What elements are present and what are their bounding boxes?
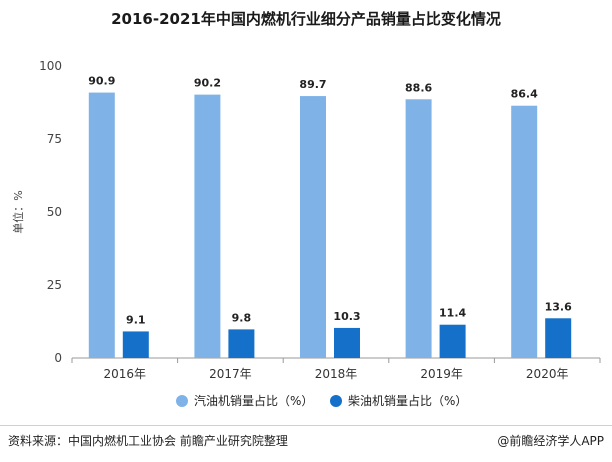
legend-label: 汽油机销量占比（%）	[194, 393, 313, 408]
bar-diesel	[545, 318, 572, 358]
x-tick-label: 2019年	[420, 367, 463, 381]
data-label-diesel: 11.4	[439, 307, 466, 320]
x-tick-label: 2018年	[315, 367, 358, 381]
bar-gasoline	[88, 92, 115, 359]
data-label-diesel: 10.3	[333, 310, 360, 323]
x-tick-label: 2017年	[209, 367, 252, 381]
brand-credit: @前瞻经济学人APP	[497, 434, 604, 448]
data-label-gasoline: 86.4	[511, 88, 538, 101]
bar-diesel	[334, 327, 360, 358]
y-tick-label: 25	[47, 278, 62, 292]
data-label-gasoline: 90.9	[88, 75, 115, 88]
y-tick-label: 0	[54, 351, 62, 365]
source-note: 资料来源：中国内燃机工业协会 前瞻产业研究院整理	[8, 434, 288, 448]
bar-diesel	[439, 324, 466, 358]
data-label-diesel: 9.1	[126, 313, 146, 326]
chart-title: 2016-2021年中国内燃机行业细分产品销量占比变化情况	[111, 10, 501, 28]
bar-gasoline	[194, 94, 221, 358]
footer-divider	[0, 425, 612, 426]
y-tick-label: 50	[47, 205, 62, 219]
data-label-diesel: 13.6	[545, 300, 572, 313]
legend-marker	[176, 395, 188, 407]
data-label-gasoline: 89.7	[299, 78, 326, 91]
y-tick-label: 100	[39, 59, 62, 73]
legend-marker	[330, 395, 342, 407]
bar-chart: 单位：% 0 25 50 75 100 2016年 90.9 9.1 2017年 90.2 9.8 20…	[11, 59, 601, 408]
bar-gasoline	[300, 96, 326, 359]
legend-label: 柴油机销量占比（%）	[348, 393, 467, 408]
data-label-gasoline: 88.6	[405, 81, 432, 94]
bar-gasoline	[511, 105, 538, 358]
x-tick-label: 2020年	[526, 367, 569, 381]
data-label-gasoline: 90.2	[194, 77, 221, 90]
x-tick-label: 2016年	[104, 367, 147, 381]
y-axis-label: 单位：%	[11, 190, 25, 233]
bar-diesel	[228, 329, 255, 358]
bar-diesel	[122, 331, 149, 358]
data-label-diesel: 9.8	[232, 311, 252, 324]
bar-gasoline	[405, 99, 432, 359]
y-tick-label: 75	[47, 132, 62, 146]
